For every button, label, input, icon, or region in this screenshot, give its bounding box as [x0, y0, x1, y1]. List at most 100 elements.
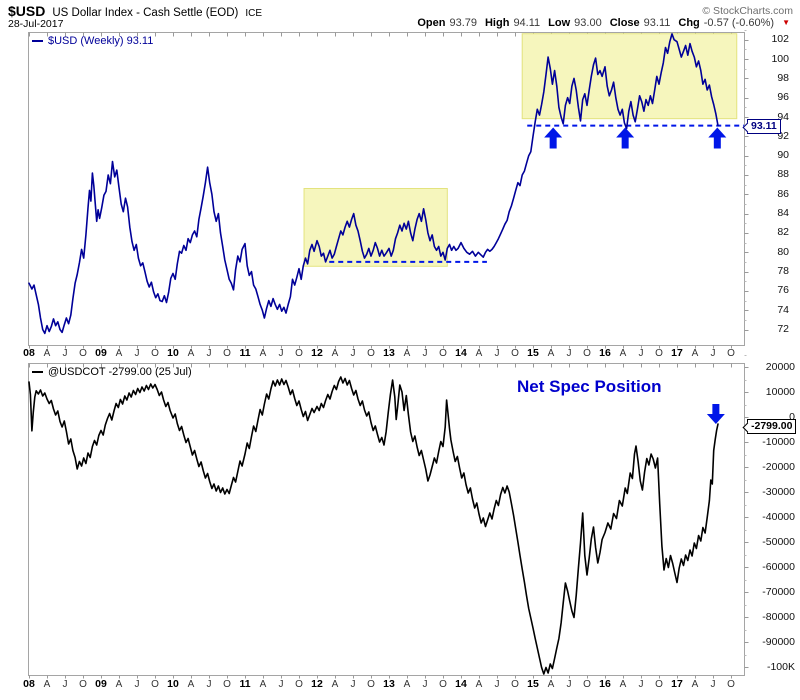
x-axis-label: O: [223, 348, 231, 359]
x-axis-label: J: [134, 348, 140, 359]
close-value: 93.11: [643, 17, 671, 29]
x-axis-label: A: [115, 679, 123, 690]
x-axis-label: 15: [527, 347, 539, 359]
x-axis-label: J: [350, 348, 356, 359]
x-axis-label: J: [206, 679, 212, 690]
x-axis-label: J: [494, 679, 500, 690]
x-axis-label: J: [422, 348, 428, 359]
exchange-label: ICE: [245, 8, 263, 19]
top-legend-text: $USD (Weekly) 93.11: [48, 35, 154, 47]
x-axis-label: 11: [239, 347, 251, 359]
x-axis-label: O: [151, 348, 159, 359]
x-axis-label: J: [566, 348, 572, 359]
up-arrow-icon: [544, 127, 563, 149]
y-axis-label: 80: [777, 245, 789, 258]
bottom-chart-legend: @USDCOT -2799.00 (25 Jul): [32, 366, 192, 378]
net-spec-position-annotation: Net Spec Position: [517, 377, 662, 396]
quote-date: 28-Jul-2017: [8, 18, 64, 30]
y-axis-label: 0: [789, 410, 795, 423]
usd-price-line: [28, 33, 719, 335]
chg-label: Chg: [678, 17, 700, 29]
x-axis-label: J: [638, 348, 644, 359]
bottom-panel-border: [28, 363, 745, 676]
cot-line: [28, 376, 719, 675]
page-title: US Dollar Index - Cash Settle (EOD): [52, 7, 239, 19]
x-axis-label: 14: [455, 678, 467, 690]
y-axis-label: -90000: [762, 635, 795, 648]
x-axis-label: A: [547, 679, 555, 690]
x-axis-label: 10: [167, 678, 179, 690]
down-arrow-icon: [706, 404, 725, 424]
x-axis-label: A: [187, 679, 195, 690]
x-axis-label: A: [619, 348, 627, 359]
x-axis-label: 09: [95, 347, 107, 359]
copyright: © StockCharts.com: [702, 5, 793, 17]
y-axis-label: 100: [771, 52, 789, 65]
x-axis-label: J: [422, 679, 428, 690]
y-axis-label: 92: [777, 129, 789, 142]
y-axis-label: 94: [777, 110, 789, 123]
x-axis-label: O: [439, 679, 447, 690]
y-axis-label: 96: [777, 91, 789, 104]
up-arrow-icon: [616, 127, 635, 149]
x-axis-label: 12: [311, 347, 323, 359]
x-axis-label: 17: [671, 347, 683, 359]
x-axis-label: A: [403, 679, 411, 690]
y-axis-label: -50000: [762, 535, 795, 548]
x-axis-label: O: [151, 679, 159, 690]
x-axis-label: 17: [671, 678, 683, 690]
cot-last-value-tag: -2799.00: [747, 419, 797, 434]
x-axis-label: O: [583, 348, 591, 359]
consolidation-box: [303, 188, 448, 267]
x-axis-label: O: [79, 679, 87, 690]
bottom-legend-text: @USDCOT -2799.00 (25 Jul): [48, 366, 192, 378]
change-down-triangle-icon: ▼: [782, 18, 790, 27]
x-axis-label: 16: [599, 678, 611, 690]
x-axis-label: A: [547, 348, 555, 359]
ohlc-quote-bar: Open 93.79 High 94.11 Low 93.00 Close 93.11 …: [417, 17, 790, 29]
x-axis-label: 14: [455, 347, 467, 359]
x-axis-label: 10: [167, 347, 179, 359]
x-axis-label: A: [187, 348, 195, 359]
y-axis-label: -80000: [762, 610, 795, 623]
x-axis-label: 16: [599, 347, 611, 359]
chg-value: -0.57 (-0.60%): [703, 17, 775, 29]
x-axis-label: A: [331, 679, 339, 690]
x-axis-label: A: [331, 348, 339, 359]
x-axis-label: O: [727, 348, 735, 359]
x-axis-label: A: [259, 679, 267, 690]
y-axis-label: 76: [777, 284, 789, 297]
symbol: $USD: [8, 3, 46, 19]
y-axis-label: 90: [777, 149, 789, 162]
x-axis-label: 08: [23, 347, 35, 359]
x-axis-label: 13: [383, 347, 395, 359]
x-axis-label: J: [494, 348, 500, 359]
y-axis-label: -30000: [762, 485, 795, 498]
y-axis-label: 20000: [765, 360, 795, 373]
y-axis-label: -70000: [762, 585, 795, 598]
close-label: Close: [609, 17, 640, 29]
x-axis-label: A: [43, 348, 51, 359]
y-axis-label: -60000: [762, 560, 795, 573]
x-axis-label: O: [655, 679, 663, 690]
x-axis-label: A: [43, 679, 51, 690]
y-axis-label: -100K: [766, 660, 795, 673]
x-axis-label: 09: [95, 678, 107, 690]
x-axis-label: O: [367, 679, 375, 690]
x-axis-label: O: [79, 348, 87, 359]
x-axis-label: J: [134, 679, 140, 690]
x-axis-label: J: [206, 348, 212, 359]
y-axis-label: 78: [777, 265, 789, 278]
x-axis-label: J: [638, 679, 644, 690]
x-axis-label: A: [115, 348, 123, 359]
x-axis-label: O: [295, 679, 303, 690]
x-axis-label: O: [727, 679, 735, 690]
x-axis-label: O: [655, 348, 663, 359]
x-axis-label: 13: [383, 678, 395, 690]
y-axis-label: 86: [777, 187, 789, 200]
legend-line-swatch-icon: [32, 40, 43, 42]
top-chart-legend: $USD (Weekly) 93.11: [32, 35, 153, 47]
up-arrow-icon: [708, 127, 727, 149]
